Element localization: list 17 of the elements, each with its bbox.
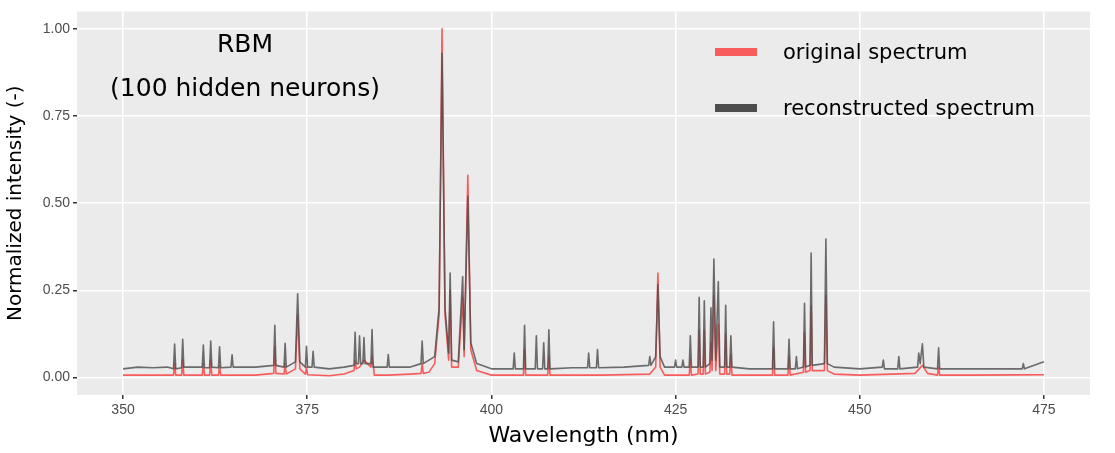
y-tick-label: 0.25: [42, 281, 71, 298]
y-tick-label: 0.75: [42, 106, 71, 123]
y-tick-label: 1.00: [42, 19, 71, 36]
annotation: (100 hidden neurons): [109, 72, 381, 104]
legend-label: original spectrum: [783, 40, 968, 64]
y-tick-label: 0.00: [42, 368, 71, 385]
y-tick-label: 0.50: [42, 194, 71, 211]
x-tick-label: 450: [848, 401, 872, 418]
x-tick-label: 375: [295, 401, 320, 418]
x-axis-title: Wavelength (nm): [488, 421, 679, 447]
legend-label: reconstructed spectrum: [783, 96, 1035, 120]
x-tick-label: 425: [663, 401, 688, 418]
x-tick-label: 350: [111, 401, 135, 418]
annotation: RBM: [215, 28, 275, 60]
x-tick-label: 475: [1032, 401, 1056, 418]
y-axis-title: Normalized intensity (-): [2, 85, 27, 322]
x-tick-label: 400: [479, 401, 504, 418]
